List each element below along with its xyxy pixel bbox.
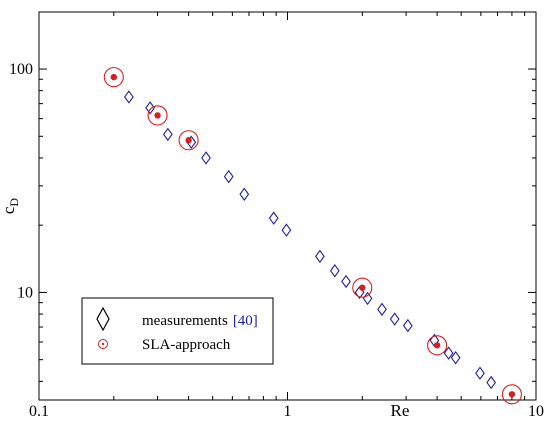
axis-ticks	[38, 12, 537, 400]
axis-tick-labels: 0.1 1 10 10 100	[9, 61, 544, 420]
sla-point	[178, 130, 199, 151]
measurement-point	[223, 169, 234, 184]
measurement-point	[341, 274, 351, 289]
sla-point-dot	[433, 342, 441, 349]
sla-point-dot	[508, 391, 516, 398]
measurement-point	[281, 223, 292, 237]
legend-box	[81, 297, 274, 365]
series-sla-approach	[103, 67, 522, 405]
measurement-point	[377, 302, 387, 317]
y-axis-label: cD	[0, 198, 21, 215]
legend-label-sla: SLA-approach	[142, 337, 231, 353]
legend-label-measurements-name: measurements	[142, 313, 228, 329]
y-tick-label: 100	[9, 61, 33, 78]
sla-point	[427, 335, 448, 356]
measurement-point	[315, 249, 325, 264]
measurement-point	[450, 351, 461, 365]
measurement-point	[475, 366, 485, 380]
series-measurements	[124, 90, 497, 390]
measurement-point	[124, 90, 134, 104]
sla-point	[501, 384, 522, 405]
measurement-point	[201, 151, 211, 165]
measurement-point	[239, 187, 250, 202]
sla-point-dot	[359, 284, 366, 291]
sla-point	[147, 105, 168, 126]
sla-point-dot	[185, 137, 192, 144]
sla-point-dot	[154, 112, 161, 119]
measurement-point	[162, 127, 173, 142]
measurement-point	[362, 291, 373, 306]
measurement-point	[329, 264, 340, 278]
legend-label-measurements-ref: [40]	[233, 313, 258, 329]
measurement-point	[402, 318, 413, 333]
y-tick-label: 10	[17, 284, 33, 301]
measurement-point	[443, 346, 454, 360]
measurement-point	[486, 375, 497, 390]
measurement-point	[389, 312, 400, 326]
x-axis-label: Re	[391, 401, 410, 420]
sla-point-dot	[110, 73, 118, 81]
sla-point	[103, 67, 124, 88]
y-axis-label-subscript: D	[7, 198, 21, 207]
x-tick-label: 10	[528, 403, 544, 420]
sla-point	[352, 277, 373, 298]
legend-diamond-marker	[96, 306, 110, 332]
legend-circle-marker	[98, 339, 108, 349]
legend-circle-dot	[101, 342, 105, 346]
measurement-point	[268, 211, 279, 225]
legend: measurements [40] SLA-approach	[81, 297, 274, 365]
measurement-point	[145, 101, 155, 115]
legend-label-measurements: measurements [40]	[142, 313, 258, 329]
x-tick-label: 0.1	[29, 403, 49, 420]
x-tick-label: 1	[284, 403, 292, 420]
y-axis-label-main: c	[0, 206, 18, 214]
